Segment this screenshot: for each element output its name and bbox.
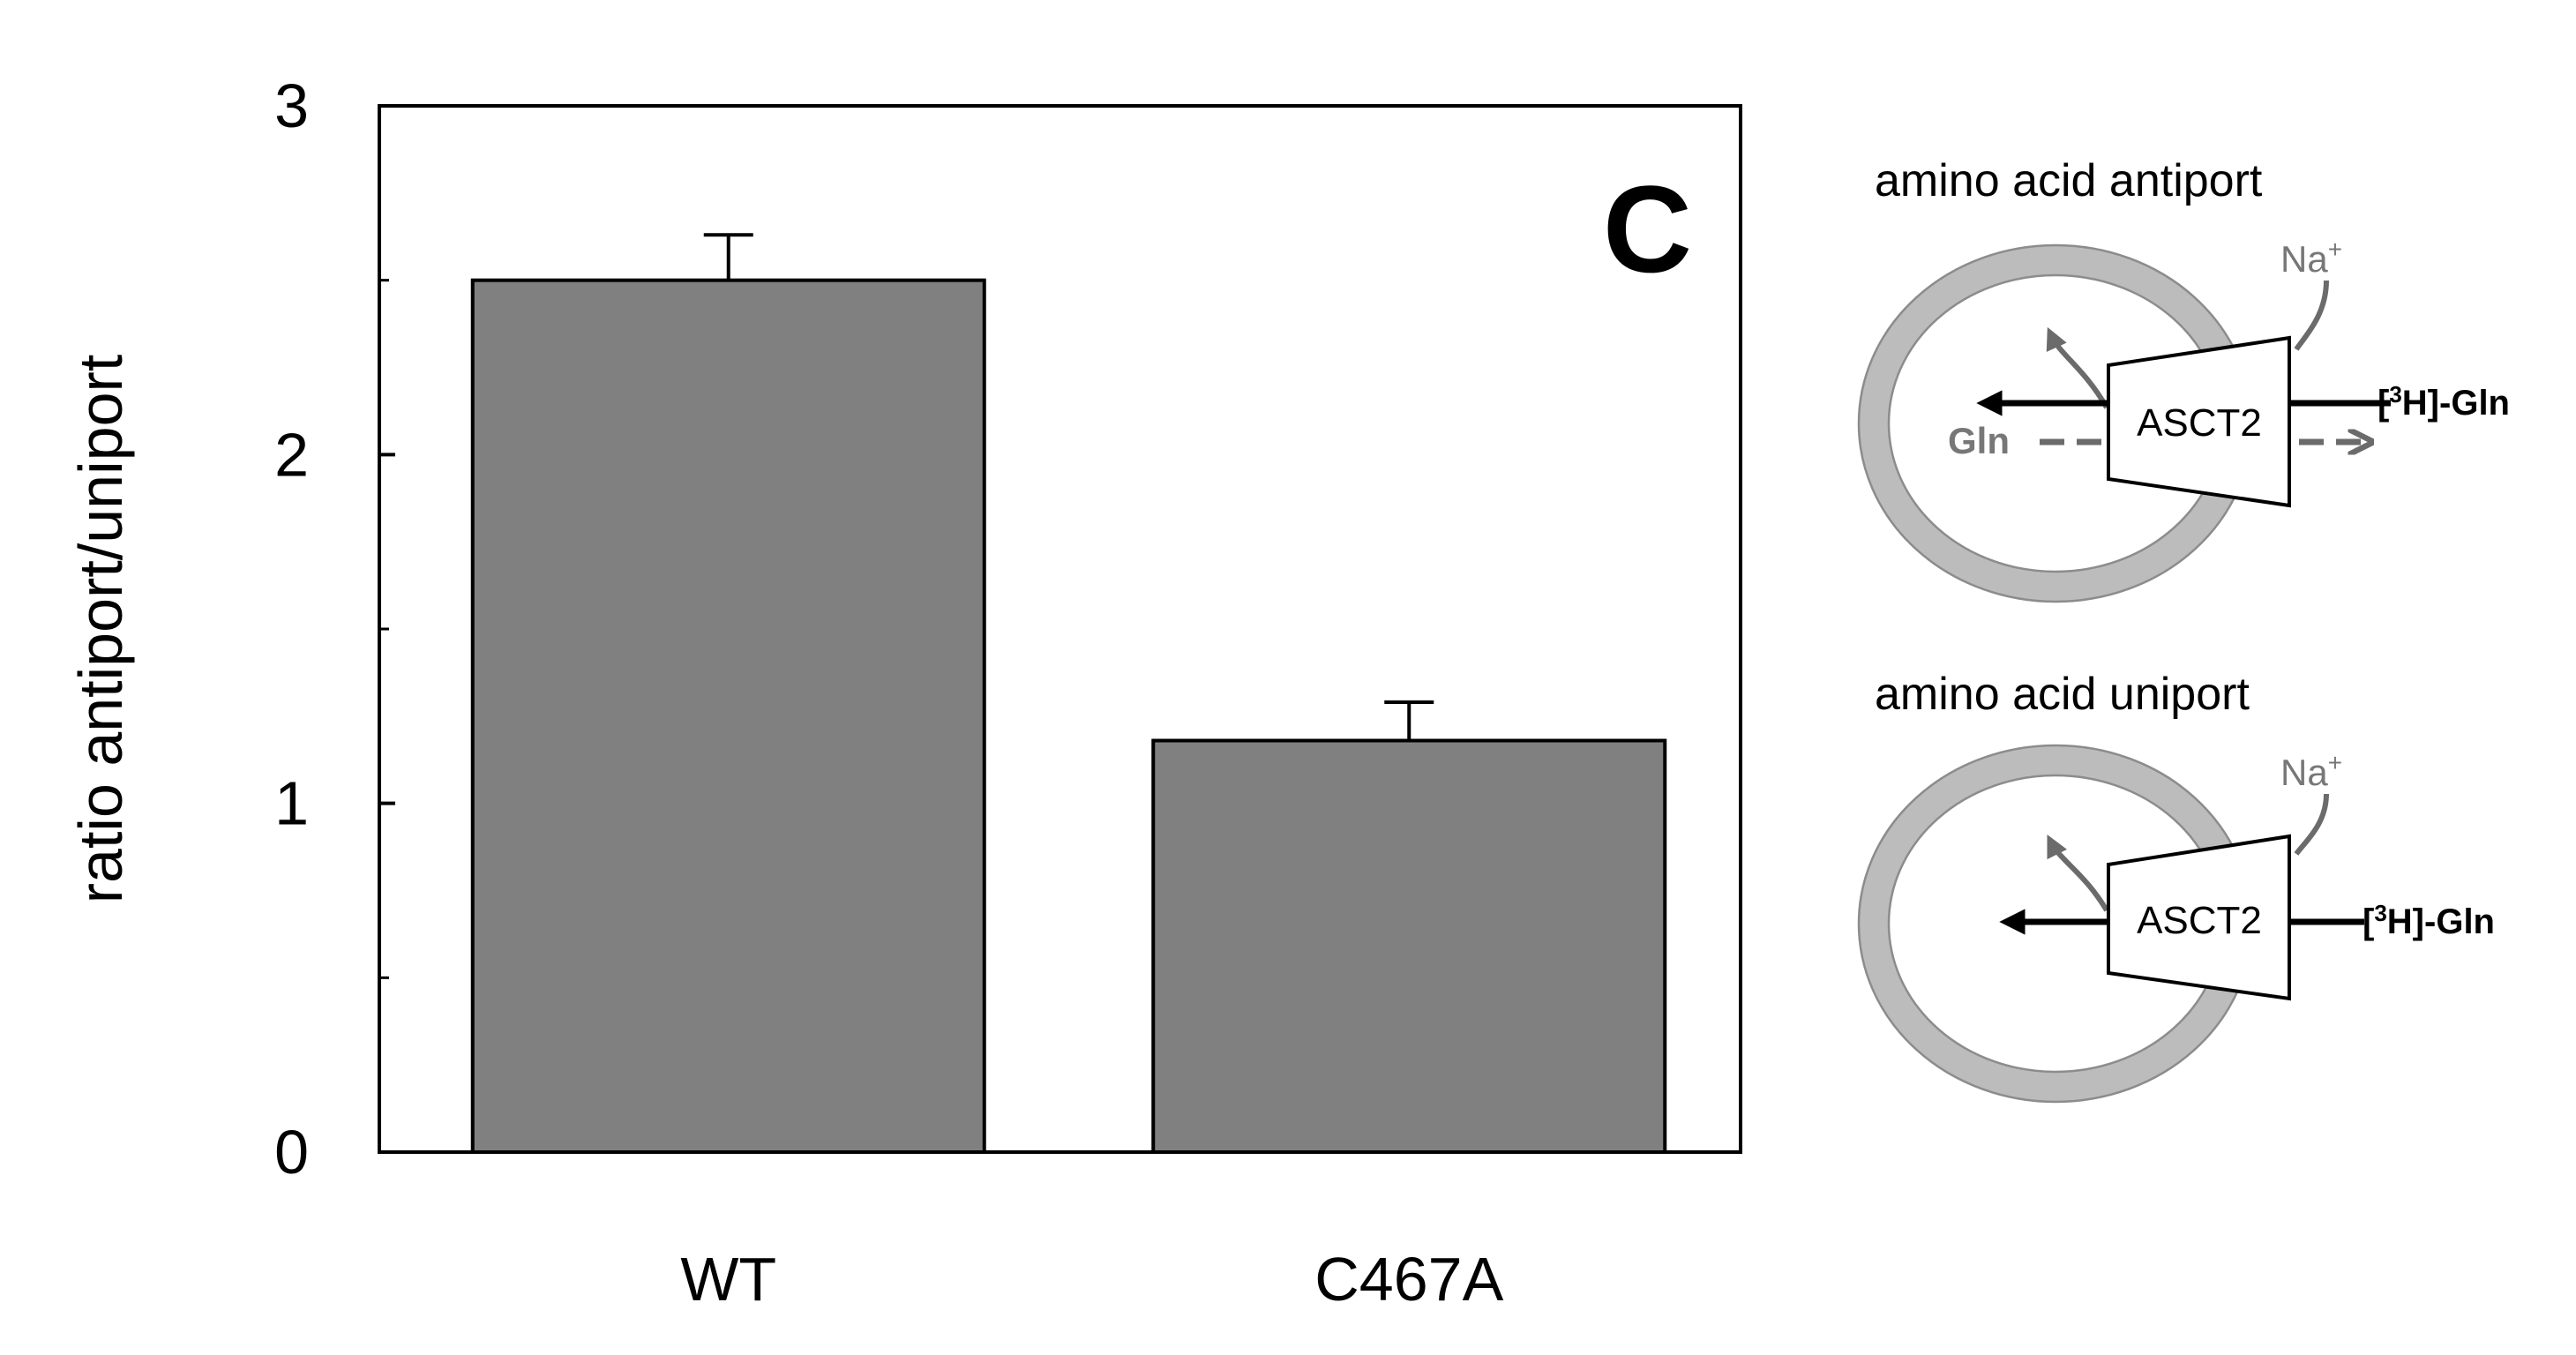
sodium-label: Na+ xyxy=(2280,236,2342,280)
internal-substrate-label: Gln xyxy=(1948,420,2010,461)
antiport-title: amino acid antiport xyxy=(1875,155,2263,206)
transporter-label: ASCT2 xyxy=(2137,899,2262,942)
bar-chart: 0 1 2 3 WT C467A ratio antiport/uniport C xyxy=(66,71,1742,1314)
transporter-label: ASCT2 xyxy=(2137,401,2262,445)
y-tick-label: 1 xyxy=(274,769,309,838)
bar-c467a xyxy=(1151,738,1667,1154)
transporter-shape xyxy=(2107,335,2291,508)
bar-wt xyxy=(470,278,986,1154)
uniport-title: amino acid uniport xyxy=(1875,669,2250,720)
y-axis-label: ratio antiport/uniport xyxy=(66,355,135,904)
external-substrate-label: [3H]-Gln xyxy=(2378,381,2510,423)
sodium-label: Na+ xyxy=(2280,749,2342,793)
error-bars xyxy=(703,233,1434,741)
plot-frame xyxy=(378,104,1742,1154)
y-tick-label: 3 xyxy=(274,71,309,140)
sodium-release-arrow-icon xyxy=(2046,326,2109,409)
y-tick-label: 2 xyxy=(274,420,309,489)
panel-label: C xyxy=(1603,160,1692,298)
x-tick-labels: WT C467A xyxy=(680,1245,1503,1314)
sodium-arrow-icon xyxy=(2294,280,2329,351)
uniport-scheme: amino acid uniport Na+ ASCT2 [3H]-Gln xyxy=(1857,669,2495,1104)
bars xyxy=(470,278,1667,1154)
x-tick-label: WT xyxy=(680,1245,776,1314)
y-tick-label: 0 xyxy=(274,1118,309,1187)
x-tick-label: C467A xyxy=(1314,1245,1503,1314)
y-tick-labels: 0 1 2 3 xyxy=(274,71,309,1187)
external-substrate-label: [3H]-Gln xyxy=(2363,900,2495,941)
sodium-arrow-icon xyxy=(2294,793,2329,856)
transporter-shape xyxy=(2107,834,2291,1001)
sodium-release-arrow-icon xyxy=(2047,834,2109,912)
antiport-scheme: amino acid antiport Na+ ASCT2 Gln [3H]-G… xyxy=(1857,155,2510,603)
